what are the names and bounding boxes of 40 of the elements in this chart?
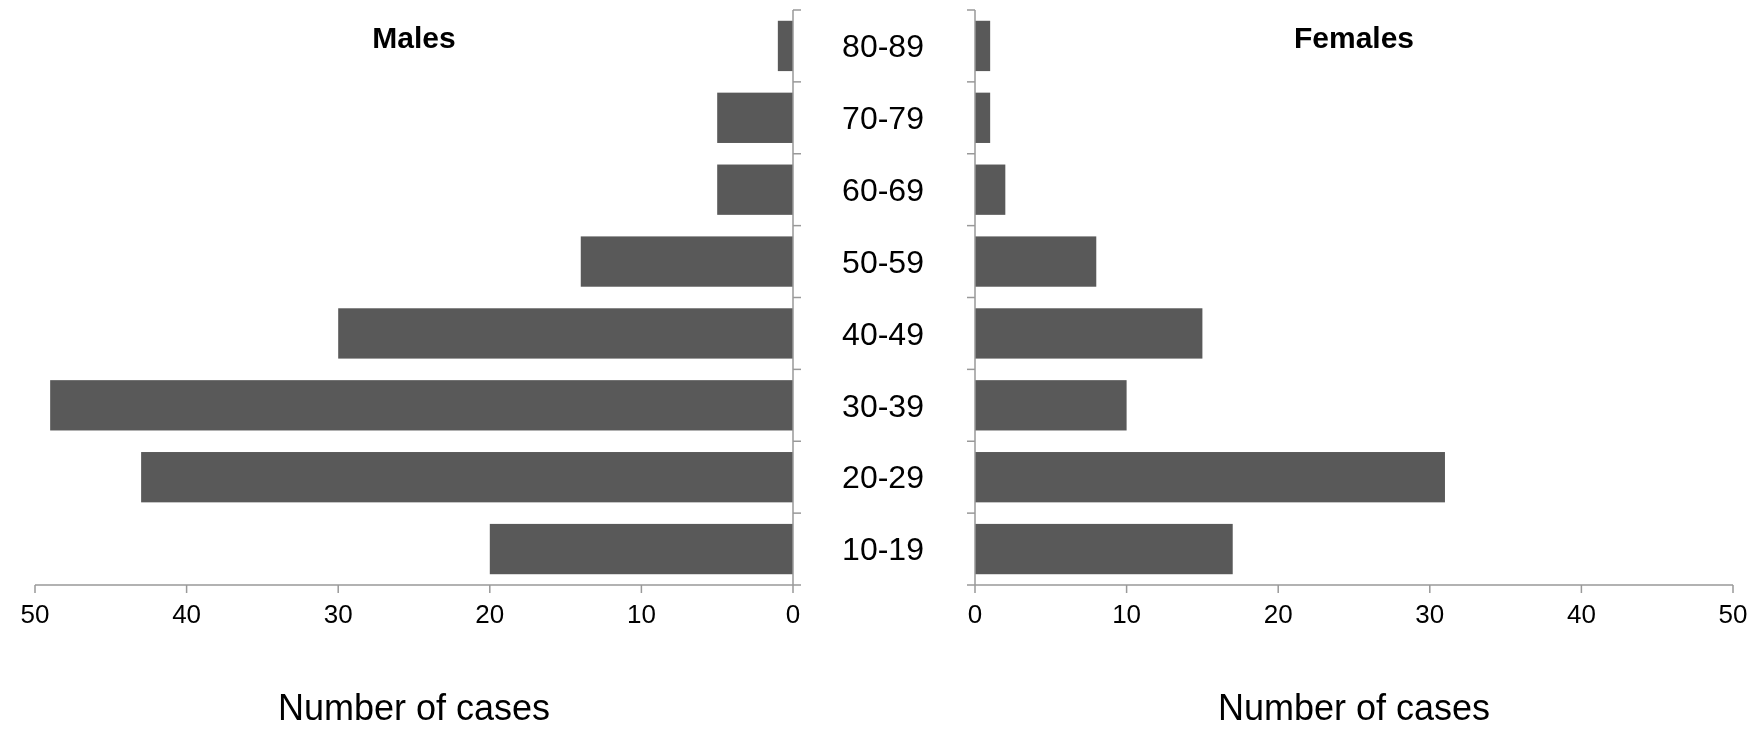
y-tick-label: 50-59 <box>842 243 924 280</box>
x-tick-label: 20 <box>475 599 505 629</box>
x-tick-label: 40 <box>1566 599 1596 629</box>
bar <box>50 380 793 431</box>
chart-title: Females <box>1293 21 1415 54</box>
x-tick-label: 30 <box>323 599 353 629</box>
y-tick-label: 10-19 <box>842 531 924 568</box>
bar <box>975 380 1127 431</box>
bar <box>975 20 991 72</box>
bar <box>489 523 793 575</box>
y-tick-label: 70-79 <box>842 100 924 137</box>
bar <box>717 164 793 215</box>
bar <box>975 308 1203 359</box>
x-tick-label: 0 <box>785 599 801 629</box>
bar <box>975 523 1233 575</box>
bar <box>975 92 991 143</box>
x-tick-label: 40 <box>172 599 202 629</box>
x-tick-label: 10 <box>626 599 656 629</box>
y-tick-label: 60-69 <box>842 171 924 208</box>
bar <box>141 452 793 503</box>
chart-title: Males <box>372 21 456 54</box>
y-tick-label: 40-49 <box>842 315 924 352</box>
x-tick-label: 10 <box>1112 599 1142 629</box>
x-tick-label: 50 <box>1718 599 1748 629</box>
bar <box>975 452 1445 503</box>
y-tick-label: 30-39 <box>842 387 924 424</box>
bar <box>580 236 793 287</box>
y-tick-label: 80-89 <box>842 28 924 65</box>
x-tick-label: 50 <box>20 599 50 629</box>
bar <box>777 20 793 72</box>
bar <box>975 236 1097 287</box>
x-axis-title: Number of cases <box>277 687 551 728</box>
x-axis-title: Number of cases <box>1217 687 1491 728</box>
x-tick-label: 30 <box>1415 599 1445 629</box>
bar <box>975 164 1006 215</box>
bar <box>338 308 793 359</box>
bar <box>717 92 793 143</box>
x-tick-label: 20 <box>1263 599 1293 629</box>
x-tick-label: 0 <box>967 599 983 629</box>
y-tick-label: 20-29 <box>842 459 924 496</box>
